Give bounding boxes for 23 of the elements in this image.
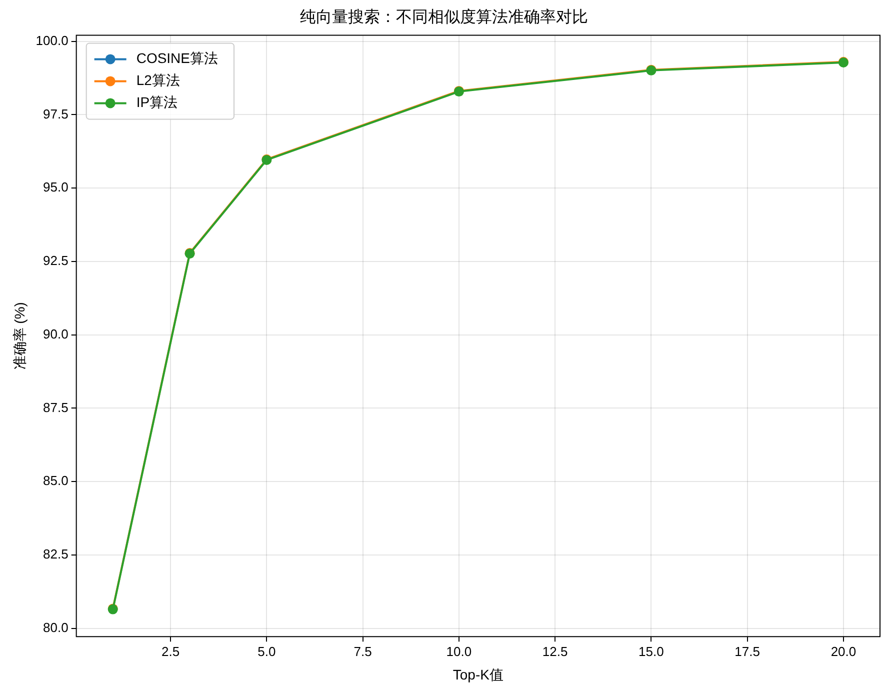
y-tick-label: 82.5 [43,546,68,562]
legend-label: COSINE算法 [136,50,218,66]
x-axis-title: Top-K值 [452,666,504,682]
x-tick-label: 12.5 [542,644,568,659]
y-tick-label: 80.0 [43,620,68,635]
y-axis-title: 准确率 (%) [11,302,28,370]
y-tick-label: 100.0 [36,32,68,48]
legend-label: L2算法 [136,72,180,88]
x-tick-label: 17.5 [734,644,760,659]
x-tick-label: 7.5 [354,644,372,659]
y-tick-label: 92.5 [43,253,68,268]
x-tick-label: 20.0 [830,644,856,659]
y-tick-label: 85.0 [43,473,68,488]
legend-label: IP算法 [136,94,178,110]
y-tick-label: 95.0 [43,180,68,195]
x-tick-label: 10.0 [446,644,472,659]
x-tick-label: 5.0 [258,644,276,659]
x-tick-label: 15.0 [638,644,664,659]
chart-title: 纯向量搜索：不同相似度算法准确率对比 [300,8,588,26]
y-tick-label: 97.5 [43,106,68,122]
y-tick-label: 87.5 [43,400,68,415]
y-tick-label: 90.0 [43,326,68,342]
x-tick-label: 2.5 [162,644,180,659]
